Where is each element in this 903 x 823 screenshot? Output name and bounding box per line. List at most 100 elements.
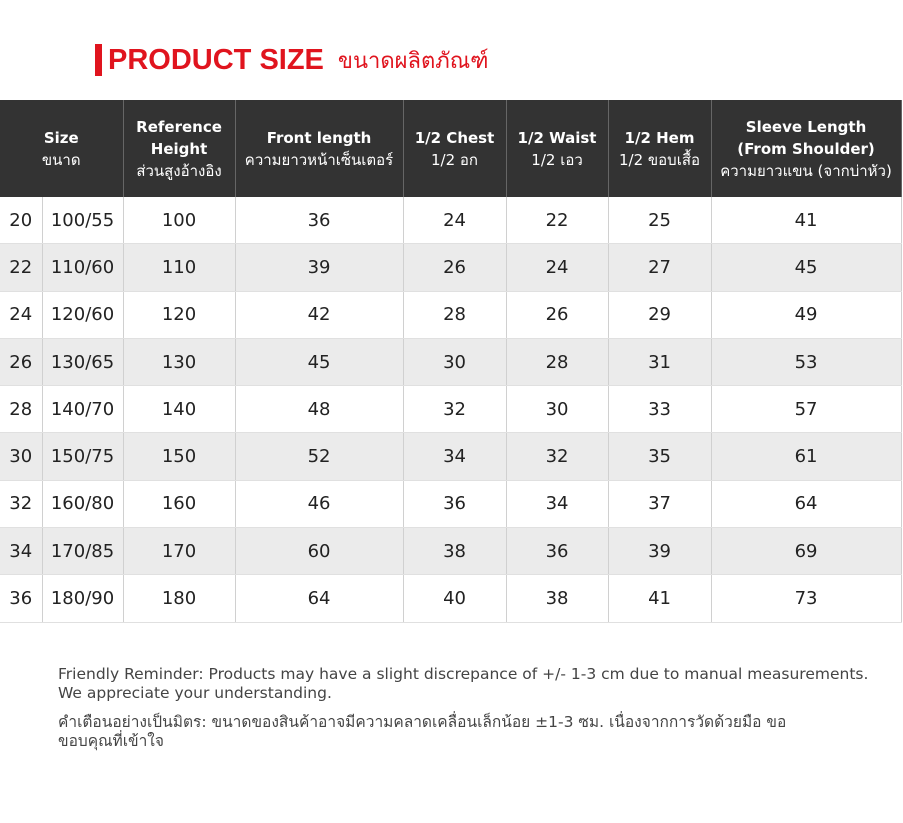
table-cell: 53 xyxy=(711,338,902,387)
table-cell: 38 xyxy=(506,574,609,623)
table-cell: 30 xyxy=(506,385,609,434)
table-cell: 34 xyxy=(506,480,609,529)
subtitle: ขนาดผลิตภัณฑ์ xyxy=(337,48,489,74)
header-en: 1/2 Hem xyxy=(624,128,695,147)
table-cell: 33 xyxy=(608,385,712,434)
table-row: 34 170/85 170 60 38 36 39 69 xyxy=(0,527,902,576)
note-line: ขอบคุณที่เข้าใจ xyxy=(58,732,164,750)
table-cell: 35 xyxy=(608,432,712,481)
table-cell: 48 xyxy=(235,385,404,434)
table-cell: 180 xyxy=(123,574,236,623)
table-cell: 38 xyxy=(403,527,507,576)
table-cell: 41 xyxy=(608,574,712,623)
table-cell: 150 xyxy=(123,432,236,481)
table-cell: 32 xyxy=(0,480,43,529)
table-cell: 110/60 xyxy=(42,243,124,292)
table-cell: 24 xyxy=(506,243,609,292)
table-cell: 69 xyxy=(711,527,902,576)
table-cell: 57 xyxy=(711,385,902,434)
table-cell: 29 xyxy=(608,291,712,339)
title-bar xyxy=(95,44,102,76)
table-cell: 30 xyxy=(403,338,507,387)
table-cell: 26 xyxy=(506,291,609,339)
table-cell: 100 xyxy=(123,197,236,245)
header-en: 1/2 Waist xyxy=(517,128,597,147)
table-cell: 22 xyxy=(0,243,43,292)
column-header: Front length ความยาวหน้าเซ็นเตอร์ xyxy=(235,100,404,197)
table-cell: 32 xyxy=(506,432,609,481)
note-line: We appreciate your understanding. xyxy=(58,684,332,702)
column-header: Sleeve Length (From Shoulder) ความยาวแขน (… xyxy=(711,100,902,197)
table-cell: 170/85 xyxy=(42,527,124,576)
table-cell: 140 xyxy=(123,385,236,434)
table-cell: 110 xyxy=(123,243,236,292)
title-block: PRODUCT SIZE ขนาดผลิตภัณฑ์ xyxy=(95,40,488,80)
header-th: 1/2 อก xyxy=(431,150,479,169)
table-cell: 120/60 xyxy=(42,291,124,339)
header-en: Size xyxy=(43,128,79,147)
table-cell: 36 xyxy=(506,527,609,576)
table-cell: 31 xyxy=(608,338,712,387)
table-cell: 37 xyxy=(608,480,712,529)
table-cell: 24 xyxy=(403,197,507,245)
header-en: Sleeve Length xyxy=(745,117,867,136)
table-row: 32 160/80 160 46 36 34 37 64 xyxy=(0,480,902,529)
column-header: 1/2 Chest 1/2 อก xyxy=(403,100,507,197)
table-row: 26 130/65 130 45 30 28 31 53 xyxy=(0,338,902,387)
table-cell: 180/90 xyxy=(42,574,124,623)
title: PRODUCT SIZE xyxy=(108,43,324,76)
header-th: 1/2 เอว xyxy=(531,150,583,169)
table-cell: 20 xyxy=(0,197,43,245)
table-cell: 32 xyxy=(403,385,507,434)
note-line: Friendly Reminder: Products may have a s… xyxy=(58,665,869,683)
header-th: ความยาวแขน (จากบ่าหัว) xyxy=(720,161,892,180)
table-row: 22 110/60 110 39 26 24 27 45 xyxy=(0,243,902,292)
table-cell: 41 xyxy=(711,197,902,245)
table-cell: 160/80 xyxy=(42,480,124,529)
table-row: 30 150/75 150 52 34 32 35 61 xyxy=(0,432,902,481)
table-cell: 120 xyxy=(123,291,236,339)
header-th: 1/2 ขอบเสื้อ xyxy=(619,150,700,169)
table-cell: 28 xyxy=(403,291,507,339)
table-cell: 52 xyxy=(235,432,404,481)
table-cell: 150/75 xyxy=(42,432,124,481)
column-header: Reference Height ส่วนสูงอ้างอิง xyxy=(123,100,236,197)
note-line: คำเตือนอย่างเป็นมิตร: ขนาดของสินค้าอาจมี… xyxy=(58,713,787,731)
table-cell: 39 xyxy=(235,243,404,292)
table-cell: 34 xyxy=(403,432,507,481)
table-cell: 45 xyxy=(711,243,902,292)
table-cell: 36 xyxy=(403,480,507,529)
notes: Friendly Reminder: Products may have a s… xyxy=(58,665,868,761)
table-cell: 25 xyxy=(608,197,712,245)
table-cell: 26 xyxy=(0,338,43,387)
table-row: 28 140/70 140 48 32 30 33 57 xyxy=(0,385,902,434)
header-th: ส่วนสูงอ้างอิง xyxy=(136,161,222,180)
table-cell: 26 xyxy=(403,243,507,292)
table-row: 20 100/55 100 36 24 22 25 41 xyxy=(0,197,902,245)
column-header: Size ขนาด xyxy=(0,100,124,197)
table-cell: 160 xyxy=(123,480,236,529)
table-cell: 39 xyxy=(608,527,712,576)
table-cell: 170 xyxy=(123,527,236,576)
table-cell: 36 xyxy=(235,197,404,245)
note: คำเตือนอย่างเป็นมิตร: ขนาดของสินค้าอาจมี… xyxy=(58,713,868,751)
table-cell: 40 xyxy=(403,574,507,623)
table-cell: 73 xyxy=(711,574,902,623)
table-cell: 27 xyxy=(608,243,712,292)
table-cell: 46 xyxy=(235,480,404,529)
table-cell: 64 xyxy=(711,480,902,529)
table-row: 36 180/90 180 64 40 38 41 73 xyxy=(0,574,902,623)
table-cell: 60 xyxy=(235,527,404,576)
table-cell: 24 xyxy=(0,291,43,339)
header-en: Height xyxy=(150,139,208,158)
header-en: Front length xyxy=(266,128,372,147)
table-body: 20 100/55 100 36 24 22 25 41 22 110/60 110 39 26 24 27… xyxy=(0,197,902,623)
table-cell: 100/55 xyxy=(42,197,124,245)
table-cell: 49 xyxy=(711,291,902,339)
column-header: 1/2 Hem 1/2 ขอบเสื้อ xyxy=(608,100,712,197)
table-cell: 30 xyxy=(0,432,43,481)
table-cell: 28 xyxy=(506,338,609,387)
table-cell: 34 xyxy=(0,527,43,576)
column-header: 1/2 Waist 1/2 เอว xyxy=(506,100,609,197)
